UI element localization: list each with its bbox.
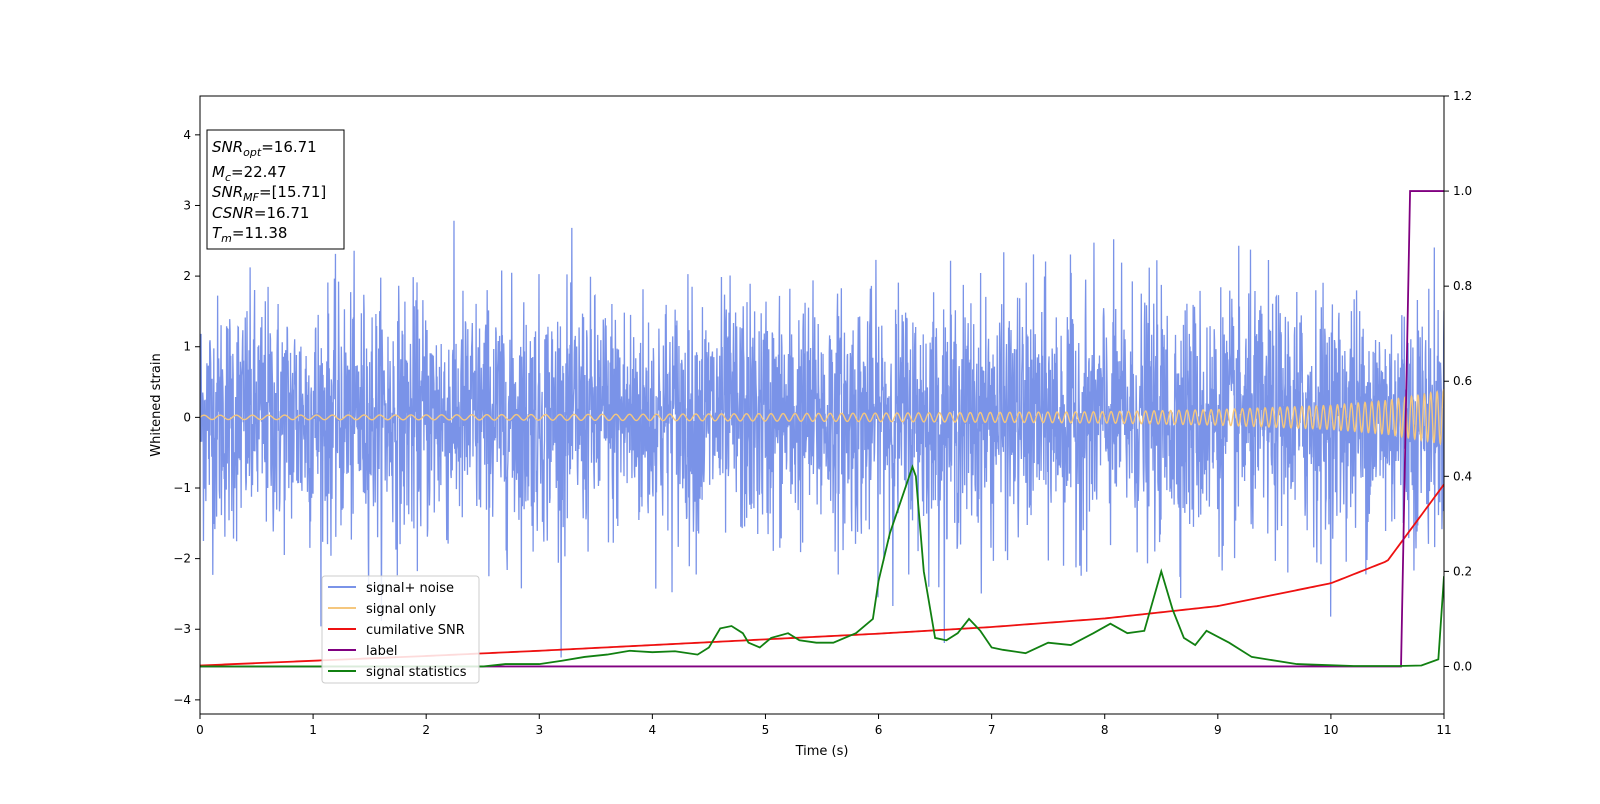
y-tick-label: −4 bbox=[173, 693, 191, 707]
x-tick-label: 10 bbox=[1323, 723, 1338, 737]
series-signal-statistics bbox=[200, 464, 1444, 668]
x-tick-label: 2 bbox=[422, 723, 430, 737]
annotation-line: CSNR=16.71 bbox=[212, 204, 309, 222]
annotation-line: Mc=22.47 bbox=[212, 163, 287, 184]
y-tick-label: 2 bbox=[183, 269, 191, 283]
series-signal-only bbox=[200, 388, 1444, 446]
x-tick-label: 1 bbox=[309, 723, 317, 737]
annotation-line: SNRMF=[15.71] bbox=[212, 183, 326, 204]
x-tick-label: 11 bbox=[1436, 723, 1451, 737]
x-tick-label: 5 bbox=[762, 723, 770, 737]
legend-label: signal only bbox=[366, 602, 436, 617]
series-signal-plus-noise bbox=[200, 220, 1444, 658]
x-tick-label: 6 bbox=[875, 723, 883, 737]
legend-label: signal+ noise bbox=[366, 581, 454, 596]
y2-tick-label: 1.0 bbox=[1453, 184, 1472, 198]
series-label bbox=[200, 190, 1444, 668]
y-axis-label: Whitened strain bbox=[149, 353, 164, 456]
legend-label: label bbox=[366, 644, 397, 659]
x-tick-label: 4 bbox=[649, 723, 657, 737]
y-tick-label: 4 bbox=[183, 128, 191, 142]
legend-box bbox=[321, 575, 480, 684]
y2-tick-label: 1.2 bbox=[1453, 89, 1472, 103]
legend-label: signal statistics bbox=[366, 665, 467, 680]
annotation-box bbox=[206, 129, 345, 250]
plot-area-frame bbox=[199, 95, 1445, 715]
annotation-line: Tm=11.38 bbox=[212, 224, 287, 245]
x-tick-label: 3 bbox=[535, 723, 543, 737]
annotation-line: SNRopt=16.71 bbox=[212, 138, 317, 159]
x-tick-label: 9 bbox=[1214, 723, 1222, 737]
x-tick-label: 0 bbox=[196, 723, 204, 737]
y-tick-label: −2 bbox=[173, 552, 191, 566]
y-tick-label: 3 bbox=[183, 198, 191, 212]
y2-tick-label: 0.4 bbox=[1453, 469, 1472, 483]
y-tick-label: −3 bbox=[173, 622, 191, 636]
x-tick-label: 8 bbox=[1101, 723, 1109, 737]
x-tick-label: 7 bbox=[988, 723, 996, 737]
x-axis-label: Time (s) bbox=[795, 744, 849, 759]
y2-tick-label: 0.0 bbox=[1453, 659, 1472, 673]
y-tick-label: 1 bbox=[183, 340, 191, 354]
y2-tick-label: 0.2 bbox=[1453, 564, 1472, 578]
legend-label: cumilative SNR bbox=[366, 623, 465, 638]
y-tick-label: −1 bbox=[173, 481, 191, 495]
y2-tick-label: 0.8 bbox=[1453, 279, 1472, 293]
y2-tick-label: 0.6 bbox=[1453, 374, 1472, 388]
y-tick-label: 0 bbox=[183, 410, 191, 424]
